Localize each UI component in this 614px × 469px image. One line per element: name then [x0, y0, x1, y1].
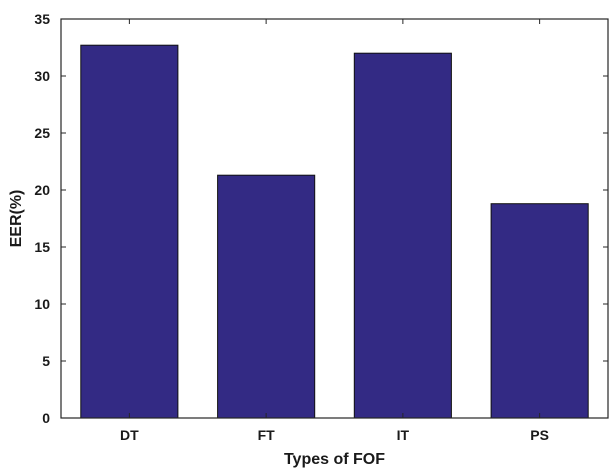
- y-tick-label: 10: [34, 296, 50, 312]
- bars: [80, 44, 589, 419]
- bar-ft: [217, 174, 316, 419]
- x-tick-label: DT: [120, 427, 139, 443]
- y-tick-label: 15: [34, 239, 50, 255]
- x-tick-label: FT: [258, 427, 276, 443]
- y-tick-label: 5: [42, 353, 50, 369]
- y-tick-label: 20: [34, 182, 50, 198]
- bar-dt: [80, 44, 179, 419]
- bar-it: [353, 52, 452, 419]
- y-axis-label: EER(%): [8, 190, 25, 248]
- bar-ps: [490, 203, 589, 419]
- tick-labels: DT FT IT PS 0 5 10 15 20 25 30 35: [34, 11, 549, 443]
- axis-ticks: [61, 18, 608, 419]
- x-tick-label: PS: [530, 427, 549, 443]
- y-tick-label: 35: [34, 11, 50, 27]
- plot-frame: [60, 18, 609, 419]
- y-tick-label: 30: [34, 68, 50, 84]
- x-tick-label: IT: [397, 427, 410, 443]
- y-tick-label: 0: [42, 410, 50, 426]
- y-tick-label: 25: [34, 125, 50, 141]
- x-axis-label: Types of FOF: [284, 451, 385, 468]
